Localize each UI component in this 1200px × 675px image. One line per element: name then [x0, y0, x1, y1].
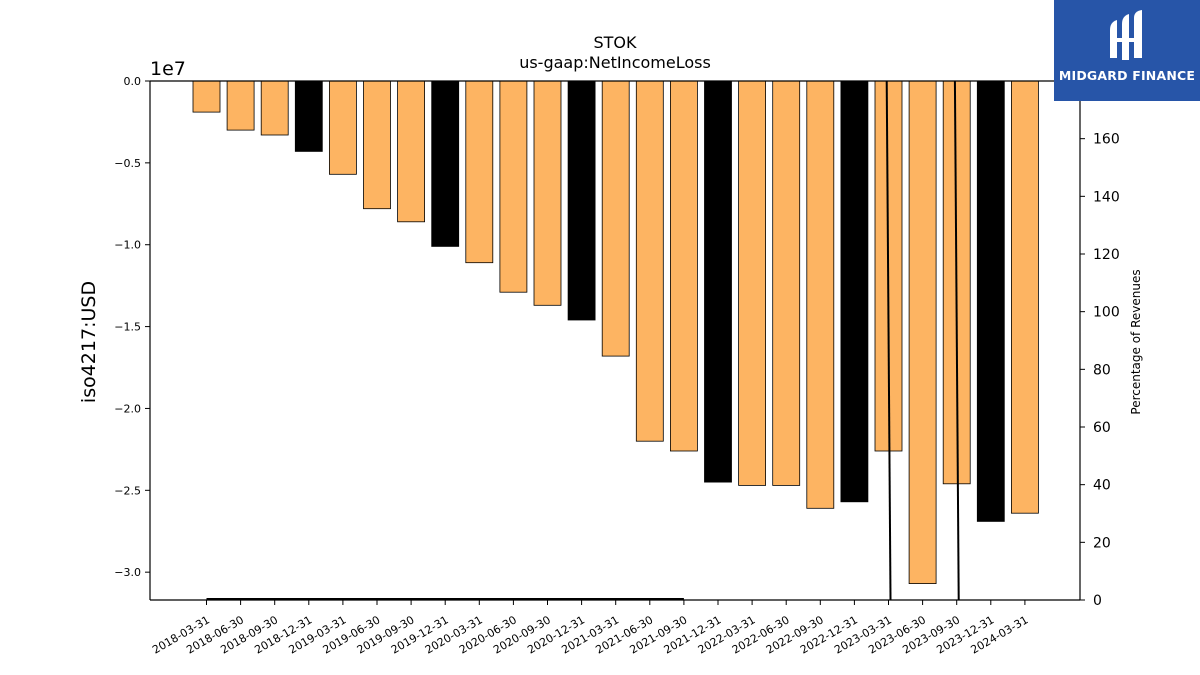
- x-ticks-group: 2018-03-312018-06-302018-09-302018-12-31…: [150, 600, 1030, 657]
- bars-group: [192, 80, 1039, 585]
- bar-2018-03-31: [192, 80, 221, 113]
- bar-2019-03-31: [328, 80, 357, 175]
- y-tick-label: −2.5: [114, 484, 141, 497]
- bar-2022-12-31: [840, 80, 869, 503]
- bar-2021-09-30: [670, 80, 698, 452]
- y-axis-scale-label: 1e7: [150, 58, 186, 80]
- y2-tick-label: 40: [1093, 478, 1111, 494]
- y2-ticks-group: 0 20 40 60 80 100 120 140 160: [1080, 132, 1120, 609]
- bar-2020-12-31: [567, 80, 596, 321]
- y-tick-label: −3.0: [114, 566, 141, 579]
- bar-2020-09-30: [533, 80, 562, 306]
- bar-2021-12-31: [704, 80, 732, 483]
- chart-subtitle: us-gaap:NetIncomeLoss: [519, 53, 711, 72]
- y-ticks-group: 0.0 −0.5 −1.0 −1.5 −2.0 −2.5 −3.0: [114, 75, 150, 579]
- y2-tick-label: 20: [1093, 535, 1111, 551]
- bar-2022-03-31: [738, 80, 766, 486]
- y-tick-label: −2.0: [114, 402, 141, 415]
- brand-logo: MIDGARD FINANCE: [1054, 0, 1200, 101]
- y-tick-label: 0.0: [124, 75, 142, 88]
- chart-title: STOK: [593, 33, 637, 52]
- bar-2019-09-30: [397, 80, 426, 223]
- y2-tick-label: 160: [1093, 132, 1120, 148]
- bar-2024-03-31: [1011, 80, 1039, 514]
- bar-2023-12-31: [976, 80, 1005, 522]
- y2-tick-label: 80: [1093, 362, 1111, 378]
- line-spike-2: [953, 81, 960, 599]
- bar-2018-09-30: [260, 80, 289, 136]
- y2-tick-label: 60: [1093, 420, 1111, 436]
- bar-2019-12-31: [431, 80, 460, 247]
- y2-tick-label: 0: [1093, 593, 1102, 609]
- y-tick-label: −0.5: [114, 157, 141, 170]
- bar-2023-06-30: [908, 80, 937, 585]
- bar-2022-06-30: [772, 80, 801, 486]
- bar-2018-12-31: [294, 80, 323, 152]
- y2-axis-label: Percentage of Revenues: [1129, 269, 1143, 414]
- y-tick-label: −1.0: [114, 239, 141, 252]
- y2-tick-label: 140: [1093, 189, 1120, 205]
- y-tick-label: −1.5: [114, 321, 141, 334]
- bar-2019-06-30: [363, 80, 391, 210]
- brand-logo-text: MIDGARD FINANCE: [1058, 68, 1196, 83]
- y2-tick-label: 100: [1093, 305, 1120, 321]
- bar-2022-09-30: [806, 80, 835, 509]
- bar-2021-03-31: [601, 80, 630, 357]
- y-axis-label: iso4217:USD: [78, 281, 100, 403]
- bar-2021-06-30: [635, 80, 664, 442]
- bar-2020-06-30: [499, 80, 528, 293]
- line-group: [206, 81, 960, 600]
- axes-group: [149, 80, 1081, 601]
- y2-tick-label: 120: [1093, 247, 1120, 263]
- bar-2018-06-30: [226, 80, 255, 131]
- midgard-logo-icon: [1110, 10, 1142, 60]
- line-spike-1: [885, 81, 892, 599]
- bar-2020-03-31: [465, 80, 494, 264]
